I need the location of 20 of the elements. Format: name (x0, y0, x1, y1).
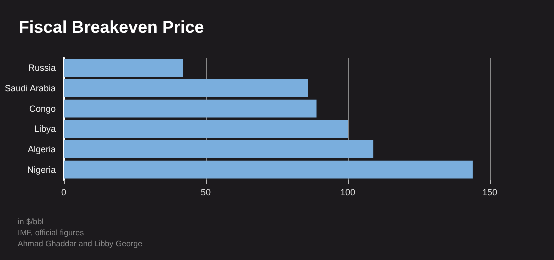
x-tick-label: 150 (482, 188, 498, 198)
x-tick-label: 50 (200, 188, 212, 198)
y-tick-label: Saudi Arabia (4, 84, 56, 94)
text: in $/bbl (18, 218, 44, 226)
y-tick-label: Nigeria (27, 164, 56, 175)
y-tick-label: Congo (29, 104, 56, 114)
y-tick-label: Algeria (28, 144, 56, 154)
x-tick-label: 100 (340, 188, 356, 198)
chart-title: Fiscal Breakeven Price (19, 18, 204, 37)
bar (64, 80, 308, 98)
text: Ahmad Ghaddar and Libby George (18, 240, 144, 248)
bar (64, 59, 184, 78)
x-tick-label: 0 (61, 188, 67, 198)
y-tick-label: Libya (34, 124, 56, 134)
bar (64, 140, 374, 158)
bar (64, 120, 348, 138)
text: IMF, official figures (18, 228, 84, 238)
bar (64, 100, 317, 118)
y-tick-label: Russia (28, 63, 56, 74)
bar (64, 160, 473, 179)
